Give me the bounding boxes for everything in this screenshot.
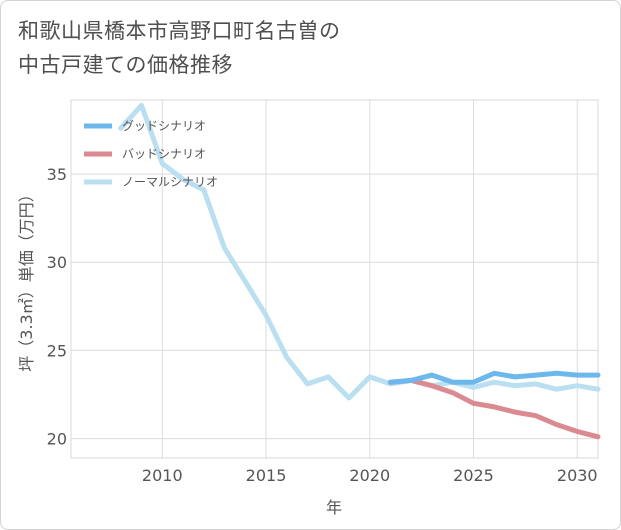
y-axis-label: 坪（3.3㎡）単価（万円） xyxy=(17,186,36,371)
grid-lines xyxy=(71,100,598,458)
chart-title: 和歌山県橋本市高野口町名古曽の 中古戸建ての価格推移 xyxy=(18,19,341,77)
x-axis-label: 年 xyxy=(326,498,342,517)
y-tick-20: 20 xyxy=(47,430,67,449)
y-tick-30: 30 xyxy=(47,253,67,272)
series-line-1 xyxy=(388,377,601,440)
x-tick-2015: 2015 xyxy=(246,466,287,485)
x-tick-2025: 2025 xyxy=(453,466,494,485)
series-line-0 xyxy=(388,370,601,385)
x-tick-2020: 2020 xyxy=(349,466,390,485)
legend-label-1: バッドシナリオ xyxy=(122,147,206,161)
x-tick-2010: 2010 xyxy=(142,466,183,485)
series-line-2 xyxy=(118,102,601,401)
y-tick-35: 35 xyxy=(47,165,67,184)
x-tick-2030: 2030 xyxy=(557,466,598,485)
legend-label-2: ノーマルシナリオ xyxy=(122,175,218,189)
legend-label-0: グッドシナリオ xyxy=(122,119,206,133)
series-lines xyxy=(118,102,601,440)
y-tick-25: 25 xyxy=(47,341,67,360)
plot-area-border xyxy=(70,99,599,459)
